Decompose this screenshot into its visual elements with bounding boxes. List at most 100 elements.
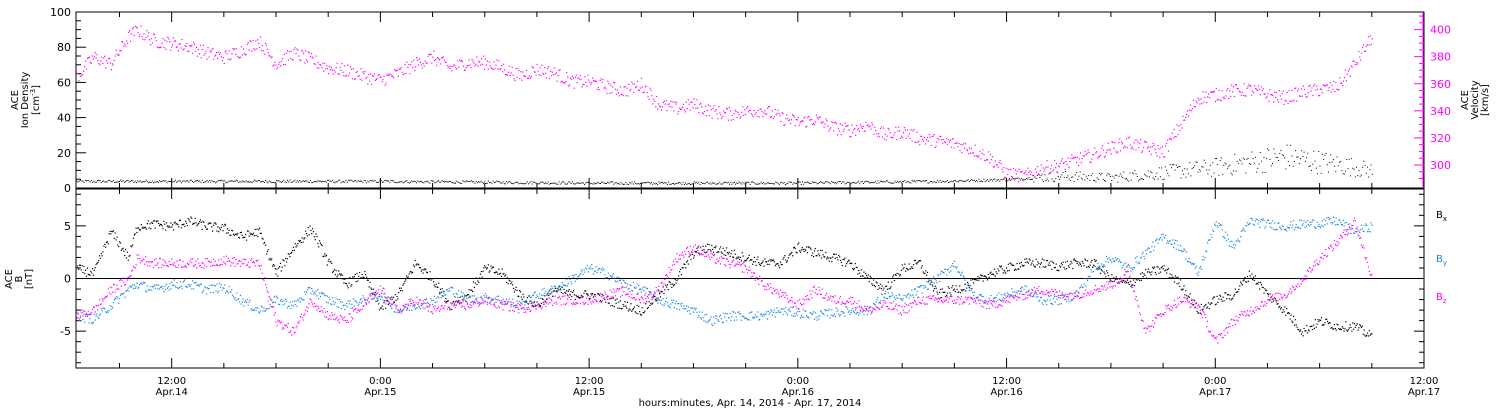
velocity-point	[584, 76, 585, 77]
by-point	[669, 306, 670, 307]
velocity-point	[1328, 90, 1329, 91]
bx-point	[1106, 270, 1107, 271]
velocity-point	[935, 145, 936, 146]
by-point	[199, 285, 200, 286]
bx-point	[923, 271, 924, 272]
by-point	[97, 316, 98, 317]
bx-point	[1357, 323, 1358, 324]
density-point	[1108, 173, 1109, 174]
bx-point	[302, 242, 303, 243]
density-point	[1158, 179, 1159, 180]
bx-point	[837, 259, 838, 260]
bx-point	[775, 265, 776, 266]
bx-point	[1206, 308, 1207, 309]
bx-point	[1174, 281, 1175, 282]
velocity-point	[455, 67, 456, 68]
velocity-point	[738, 114, 739, 115]
density-point	[305, 180, 306, 181]
bx-point	[764, 258, 765, 259]
by-point	[230, 292, 231, 293]
bx-point	[1009, 270, 1010, 271]
density-point	[1246, 159, 1247, 160]
bx-point	[175, 222, 176, 223]
density-point	[893, 183, 894, 184]
velocity-point	[902, 137, 903, 138]
by-point	[467, 304, 468, 305]
velocity-point	[848, 129, 849, 130]
bx-point	[756, 259, 757, 260]
by-point	[325, 295, 326, 296]
velocity-point	[964, 148, 965, 149]
velocity-point	[547, 68, 548, 69]
bx-point	[1007, 270, 1008, 271]
bx-point	[1366, 335, 1367, 336]
by-point	[890, 296, 891, 297]
by-point	[240, 295, 241, 296]
bx-point	[512, 284, 513, 285]
velocity-point	[1130, 144, 1131, 145]
density-point	[832, 182, 833, 183]
density-point	[1333, 159, 1334, 160]
velocity-point	[568, 86, 569, 87]
bx-point	[1200, 313, 1201, 314]
bx-point	[337, 274, 338, 275]
density-point	[962, 180, 963, 181]
bx-point	[930, 280, 931, 281]
by-point	[124, 297, 125, 298]
velocity-point	[886, 139, 887, 140]
bx-point	[1251, 273, 1252, 274]
bx-point	[569, 289, 570, 290]
velocity-point	[202, 49, 203, 50]
bx-point	[1216, 303, 1217, 304]
bx-point	[195, 222, 196, 223]
velocity-point	[514, 80, 515, 81]
bx-point	[566, 290, 567, 291]
by-point	[897, 298, 898, 299]
density-point	[1182, 170, 1183, 171]
density-point	[936, 182, 937, 183]
bx-point	[976, 280, 977, 281]
velocity-point	[1102, 145, 1103, 146]
by-point	[566, 279, 567, 280]
velocity-point	[111, 69, 112, 70]
bx-point	[729, 256, 730, 257]
by-point	[889, 297, 890, 298]
bx-point	[172, 224, 173, 225]
density-point	[706, 182, 707, 183]
velocity-point	[934, 134, 935, 135]
bx-point	[413, 264, 414, 265]
velocity-point	[346, 75, 347, 76]
velocity-point	[236, 48, 237, 49]
density-point	[992, 180, 993, 181]
velocity-point	[374, 73, 375, 74]
velocity-point	[133, 27, 134, 28]
by-point	[521, 302, 522, 303]
density-point	[1312, 164, 1313, 165]
velocity-point	[612, 86, 613, 87]
density-point	[685, 182, 686, 183]
velocity-point	[752, 115, 753, 116]
bx-point	[1309, 330, 1310, 331]
by-point	[612, 275, 613, 276]
velocity-point	[482, 64, 483, 65]
bx-point	[1065, 262, 1066, 263]
velocity-point	[688, 99, 689, 100]
bx-point	[715, 247, 716, 248]
by-point	[144, 282, 145, 283]
bx-point	[80, 265, 81, 266]
bx-point	[97, 262, 98, 263]
density-point	[449, 181, 450, 182]
bx-point	[1210, 304, 1211, 305]
by-point	[853, 311, 854, 312]
by-point	[849, 310, 850, 311]
by-point	[242, 298, 243, 299]
density-point	[769, 183, 770, 184]
by-point	[743, 316, 744, 317]
density-point	[233, 181, 234, 182]
velocity-point	[940, 136, 941, 137]
density-point	[740, 182, 741, 183]
bx-point	[878, 285, 879, 286]
velocity-point	[1086, 154, 1087, 155]
bx-point	[976, 278, 977, 279]
velocity-point	[1143, 147, 1144, 148]
